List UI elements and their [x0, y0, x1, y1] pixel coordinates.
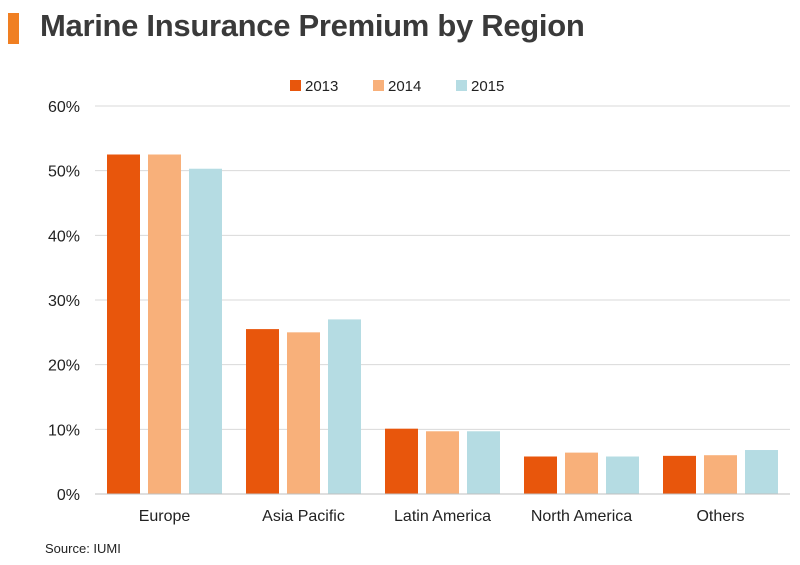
bar-2014-europe	[148, 154, 181, 494]
x-tick-label: North America	[531, 508, 632, 525]
bar-2014-others	[704, 455, 737, 494]
y-tick-label: 40%	[48, 228, 80, 245]
bar-2013-latin-america	[385, 428, 418, 494]
bar-2013-others	[663, 455, 696, 494]
bars	[107, 154, 778, 494]
bar-2014-asia-pacific	[287, 332, 320, 494]
x-axis: Europe Asia Pacific Latin America North Ame…	[95, 493, 790, 525]
source-note: Source: IUMI	[45, 541, 121, 556]
bar-2015-north-america	[606, 456, 639, 494]
x-tick-label: Europe	[139, 508, 191, 525]
bar-2015-latin-america	[467, 431, 500, 494]
title-accent-bar	[8, 13, 19, 44]
bar-2013-north-america	[524, 456, 557, 494]
x-tick-label: Others	[696, 508, 744, 525]
x-tick-label: Latin America	[394, 508, 491, 525]
y-tick-label: 30%	[48, 293, 80, 310]
bar-2015-asia-pacific	[328, 319, 361, 494]
y-tick-label: 60%	[48, 99, 80, 116]
bar-2014-north-america	[565, 452, 598, 494]
y-tick-label: 20%	[48, 358, 80, 375]
y-tick-label: 50%	[48, 164, 80, 181]
y-tick-label: 10%	[48, 422, 80, 439]
bar-2013-europe	[107, 154, 140, 494]
y-tick-label: 0%	[57, 487, 80, 504]
bar-2015-europe	[189, 168, 222, 494]
legend-label-2015: 2015	[471, 78, 504, 95]
page-title: Marine Insurance Premium by Region	[40, 8, 585, 43]
bar-2013-asia-pacific	[246, 329, 279, 494]
legend-label-2014: 2014	[388, 78, 421, 95]
legend-swatch-2013	[290, 80, 301, 91]
bar-2014-latin-america	[426, 431, 459, 494]
legend: 2013 2014 2015	[290, 78, 504, 95]
x-tick-label: Asia Pacific	[262, 508, 345, 525]
legend-label-2013: 2013	[305, 78, 338, 95]
bar-2015-others	[745, 450, 778, 494]
y-axis: 0% 10% 20% 30% 40% 50% 60%	[48, 99, 80, 504]
legend-swatch-2014	[373, 80, 384, 91]
legend-swatch-2015	[456, 80, 467, 91]
